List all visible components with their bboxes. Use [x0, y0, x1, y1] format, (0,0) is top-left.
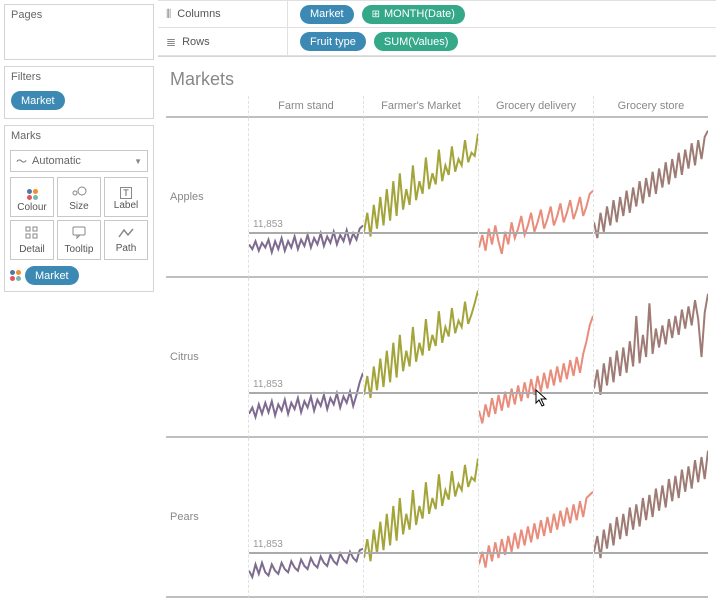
ref-line-label: 11,853	[253, 219, 283, 230]
chart-cell	[593, 438, 708, 598]
filters-panel: Filters Market	[4, 66, 154, 119]
pages-panel: Pages	[4, 4, 154, 60]
mark-btn-colour[interactable]: Colour	[10, 177, 54, 217]
ref-line-label: 11,853	[253, 539, 283, 550]
col-header: Grocery delivery	[478, 96, 593, 118]
chart-cell	[478, 278, 593, 438]
chart-cell: 11,853	[248, 118, 363, 278]
shelf-pill[interactable]: Market	[300, 5, 354, 24]
filter-pill-market[interactable]: Market	[11, 91, 65, 110]
label-icon: T	[120, 184, 132, 198]
marks-title: Marks	[5, 126, 153, 146]
shelves: ⦀ Columns Market MONTH(Date) ≣ Rows Fruit t…	[158, 0, 716, 57]
ref-line-label: 11,853	[253, 379, 283, 390]
shelf-pill[interactable]: MONTH(Date)	[362, 5, 465, 24]
chart-cell	[478, 118, 593, 278]
mark-btn-detail[interactable]: Detail	[10, 220, 54, 260]
path-icon	[118, 227, 134, 241]
rows-label: Rows	[182, 36, 210, 48]
col-header: Farm stand	[248, 96, 363, 118]
chart-cell	[363, 118, 478, 278]
chart-cell	[363, 278, 478, 438]
chart-cell	[593, 118, 708, 278]
columns-shelf[interactable]: ⦀ Columns Market MONTH(Date)	[158, 0, 716, 28]
columns-label: Columns	[177, 8, 220, 20]
shelf-pill[interactable]: Fruit type	[300, 32, 366, 51]
mark-btn-path[interactable]: Path	[104, 220, 148, 260]
col-header: Farmer's Market	[363, 96, 478, 118]
viz-area: Markets Farm standFarmer's MarketGrocery…	[158, 57, 716, 598]
marks-type-select[interactable]: 〜 Automatic ▼	[10, 150, 148, 172]
colour-icon	[27, 182, 38, 200]
mark-btn-label[interactable]: TLabel	[104, 177, 148, 217]
detail-icon	[25, 226, 39, 242]
chart-cell	[478, 438, 593, 598]
row-header: Apples	[166, 118, 248, 278]
automatic-line-icon: 〜	[16, 153, 27, 169]
col-header: Grocery store	[593, 96, 708, 118]
marks-colour-pill[interactable]: Market	[25, 266, 79, 285]
chart-cell: 11,853	[248, 278, 363, 438]
marks-type-label: Automatic	[32, 155, 81, 167]
chart-cell: 11,853	[248, 438, 363, 598]
filters-title: Filters	[5, 67, 153, 87]
viz-title: Markets	[170, 69, 708, 90]
row-header: Citrus	[166, 278, 248, 438]
chart-cell	[593, 278, 708, 438]
rows-shelf[interactable]: ≣ Rows Fruit type SUM(Values)	[158, 28, 716, 56]
chart-cell	[363, 438, 478, 598]
columns-icon: ⦀	[166, 7, 171, 22]
row-header: Pears	[166, 438, 248, 598]
shelf-pill[interactable]: SUM(Values)	[374, 32, 459, 51]
mark-btn-size[interactable]: Size	[57, 177, 101, 217]
rows-icon: ≣	[166, 35, 176, 49]
mark-btn-tooltip[interactable]: Tooltip	[57, 220, 101, 260]
pages-title: Pages	[5, 5, 153, 25]
size-icon	[71, 183, 87, 199]
marks-panel: Marks 〜 Automatic ▼ ColourSizeTLabel Detai…	[4, 125, 154, 292]
tooltip-icon	[72, 226, 86, 242]
colour-dots-icon	[10, 270, 21, 281]
chevron-down-icon: ▼	[134, 157, 142, 166]
